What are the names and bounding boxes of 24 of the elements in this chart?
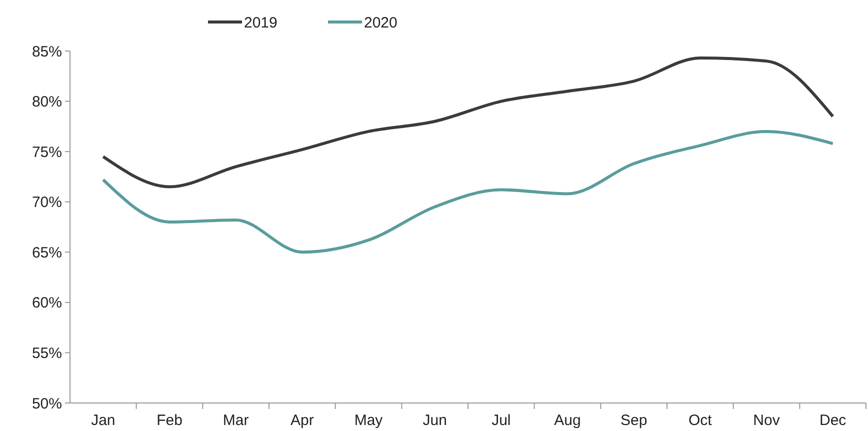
y-tick-label: 65% [32,244,62,262]
line-series [102,56,834,188]
y-tick-label: 55% [32,344,62,362]
x-tick-label: Nov [753,412,780,429]
legend-label: 2019 [244,14,278,32]
line-series [102,130,834,254]
x-tick-label: Mar [222,412,249,429]
x-tick-label: Sep [620,412,648,429]
legend-label: 2020 [364,14,398,32]
x-tick-label: Dec [819,412,847,429]
x-tick-label: Oct [688,412,713,429]
y-tick-label: 50% [32,395,62,412]
x-tick-label: Aug [554,412,581,429]
y-tick-label: 85% [32,43,62,60]
x-tick-label: Jun [422,412,447,429]
x-tick-label: Jul [492,412,511,429]
x-tick-label: Feb [156,412,182,429]
x-tick-label: May [354,412,384,429]
y-tick-label: 75% [32,144,62,161]
x-tick-label: Apr [290,412,314,429]
y-tick-label: 60% [32,294,62,312]
y-tick-label: 70% [32,194,62,212]
y-tick-label: 80% [32,94,62,111]
x-tick-label: Jan [91,412,116,429]
